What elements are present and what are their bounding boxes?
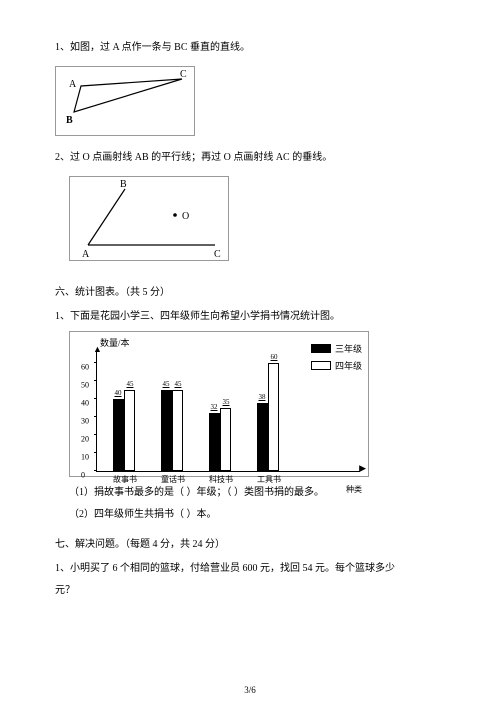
triangle-svg: A B C xyxy=(56,67,196,137)
label-o: O xyxy=(182,211,189,222)
ytick-mark xyxy=(94,398,97,399)
bar-g3 xyxy=(257,403,268,471)
bar-g3 xyxy=(209,413,220,471)
q2-figure: A B C O xyxy=(69,176,229,261)
q2-text: 2、过 O 点画射线 AB 的平行线；再过 O 点画射线 AC 的垂线。 xyxy=(55,150,445,166)
section7-title: 七、解决问题。（每题 4 分，共 24 分） xyxy=(55,537,445,553)
bar-g3 xyxy=(161,390,172,471)
ytick-label: 40 xyxy=(81,399,89,408)
ytick-mark xyxy=(94,434,97,435)
bar-g4 xyxy=(172,390,183,471)
bar-g4 xyxy=(220,408,231,471)
bar-g3 xyxy=(113,399,124,471)
ytick-mark xyxy=(94,470,97,471)
bar-value-g3: 40 xyxy=(111,389,125,397)
ytick-label: 20 xyxy=(81,435,89,444)
label-a: A xyxy=(69,79,77,90)
bar-g4 xyxy=(124,390,135,471)
label-b: B xyxy=(66,115,73,126)
label-a2: A xyxy=(82,249,90,260)
ytick-label: 10 xyxy=(81,453,89,462)
bar-value-g4: 35 xyxy=(219,398,233,406)
bar-g4 xyxy=(268,363,279,471)
bar-value-g3: 38 xyxy=(255,393,269,401)
bar-value-g4: 45 xyxy=(123,380,137,388)
q1-figure: A B C xyxy=(55,66,195,136)
x-arrow-icon: ▶ xyxy=(359,463,366,474)
rays-svg: A B C O xyxy=(70,177,230,262)
xcat-label: 工具书 xyxy=(249,474,289,485)
label-c: C xyxy=(180,69,187,80)
section6-sub1: （1）捐故事书最多的是（ ）年级；（ ）类图书捐的最多。 xyxy=(55,485,445,501)
section7-q1b: 元？ xyxy=(55,583,445,599)
xcat-label: 故事书 xyxy=(105,474,145,485)
ytick-label: 0 xyxy=(81,471,85,480)
bar-value-g4: 60 xyxy=(267,353,281,361)
section6-q1: 1、下面是花园小学三、四年级师生向希望小学捐书情况统计图。 xyxy=(55,309,445,325)
ytick-mark xyxy=(94,452,97,453)
label-c2: C xyxy=(214,249,221,260)
xcat-label: 童话书 xyxy=(153,474,193,485)
ytick-mark xyxy=(94,362,97,363)
ytick-mark xyxy=(94,416,97,417)
bar-chart: 数量/本 三年级 四年级 ▲ ▶ 种类 01020304050604045故事书… xyxy=(69,331,369,477)
section6-title: 六、统计图表。（共 5 分） xyxy=(55,285,445,301)
ytick-label: 30 xyxy=(81,417,89,426)
section7-q1a: 1、小明买了 6 个相同的篮球，付给营业员 600 元，找回 54 元。每个篮球… xyxy=(55,561,445,577)
chart-area: ▲ ▶ 种类 01020304050604045故事书4545童话书3235科技… xyxy=(96,352,360,472)
page-number: 3/6 xyxy=(0,685,500,695)
q1-text: 1、如图，过 A 点作一条与 BC 垂直的直线。 xyxy=(55,40,445,56)
ytick-label: 50 xyxy=(81,381,89,390)
xcat-label: 科技书 xyxy=(201,474,241,485)
ytick-label: 60 xyxy=(81,363,89,372)
y-arrow-icon: ▲ xyxy=(93,344,102,354)
bar-value-g4: 45 xyxy=(171,380,185,388)
chart-xlabel: 种类 xyxy=(346,484,362,495)
ytick-mark xyxy=(94,380,97,381)
label-b2: B xyxy=(120,179,127,190)
chart-ylabel: 数量/本 xyxy=(100,336,130,349)
section6-sub2: （2）四年级师生共捐书（ ）本。 xyxy=(55,507,445,523)
